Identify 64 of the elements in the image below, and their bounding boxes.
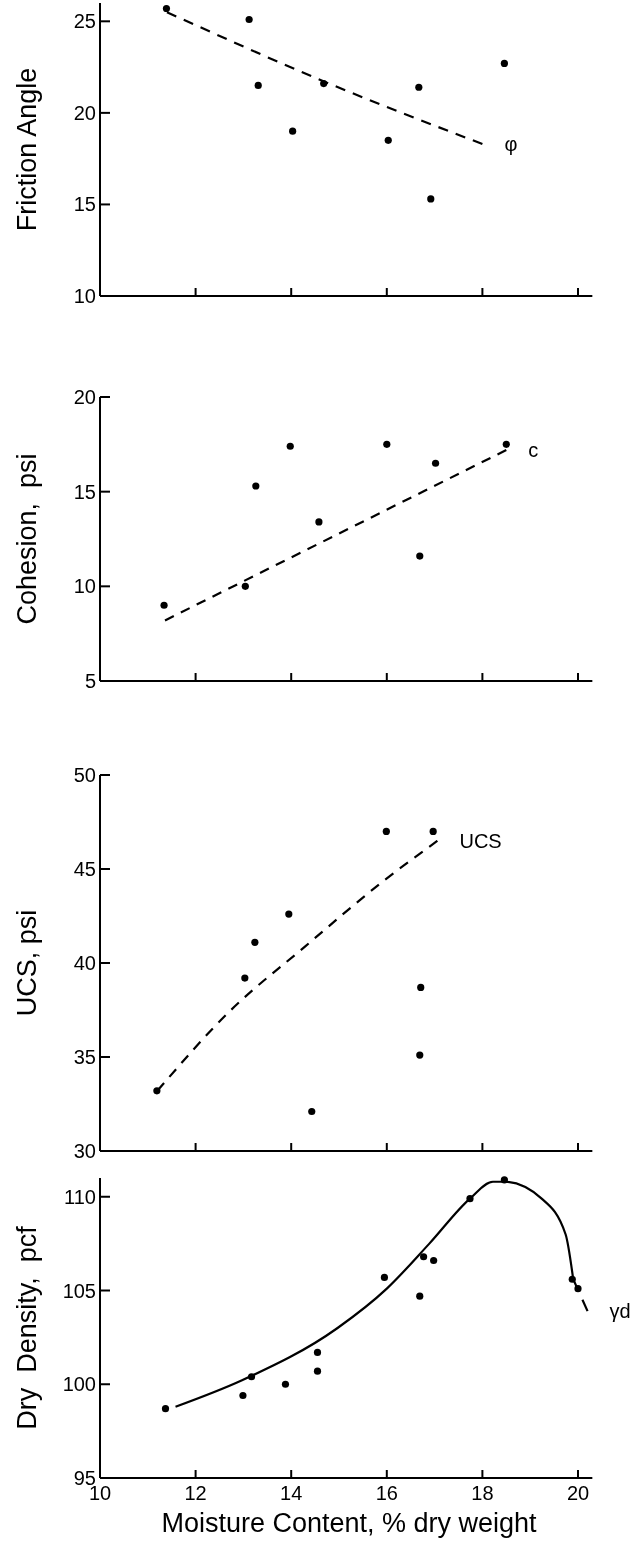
y-tick-label: 40 <box>73 952 96 974</box>
point <box>313 1348 322 1356</box>
y-tick-label: 20 <box>73 386 96 408</box>
point <box>252 482 260 490</box>
point <box>245 15 253 24</box>
series-label: φ <box>504 133 518 156</box>
point <box>416 1292 424 1300</box>
point <box>502 440 510 448</box>
point <box>315 518 323 526</box>
point <box>241 582 249 590</box>
y-axis-title: Friction Angle <box>12 67 42 232</box>
x-tick-label: 20 <box>566 1482 590 1504</box>
y-tick-label: 25 <box>73 10 96 33</box>
point <box>420 1253 428 1261</box>
point <box>313 1367 322 1375</box>
x-tick-label: 14 <box>280 1482 303 1504</box>
point <box>500 59 508 68</box>
y-axis-title: Cohesion, psi <box>12 453 42 625</box>
y-tick-label: 110 <box>64 1185 96 1208</box>
point <box>384 136 392 144</box>
y-tick-label: 100 <box>62 1373 96 1396</box>
y-tick-label: 15 <box>73 193 96 216</box>
point <box>160 601 168 609</box>
point <box>380 1273 389 1281</box>
y-tick-label: 35 <box>73 1046 96 1068</box>
point <box>427 195 435 203</box>
point <box>382 827 390 835</box>
series-label: c <box>528 439 539 462</box>
x-tick-label: 12 <box>184 1482 207 1504</box>
point <box>285 910 293 918</box>
point <box>416 552 424 560</box>
point <box>383 440 391 448</box>
point <box>416 1051 424 1059</box>
series-label: UCS <box>459 829 502 852</box>
point <box>281 1380 290 1388</box>
point <box>241 974 249 982</box>
x-axis-title: Moisture Content, % dry weight <box>161 1508 538 1538</box>
point <box>431 459 440 467</box>
point <box>308 1107 316 1116</box>
y-tick-label: 50 <box>73 764 96 786</box>
y-tick-label: 15 <box>73 480 96 503</box>
y-tick-label: 30 <box>73 1140 96 1162</box>
y-tick-label: 45 <box>73 858 96 880</box>
point <box>286 442 294 450</box>
point <box>429 827 437 835</box>
point <box>430 1256 438 1265</box>
point <box>289 127 297 135</box>
x-tick-label: 16 <box>375 1482 398 1504</box>
y-axis-title: Dry Density, pcf <box>12 1225 42 1430</box>
x-tick-label: 18 <box>471 1482 494 1504</box>
point <box>415 83 423 91</box>
point <box>417 983 425 992</box>
series-label: γd <box>609 1300 631 1323</box>
y-tick-label: 10 <box>73 575 96 598</box>
y-tick-label: 20 <box>73 101 96 124</box>
y-tick-label: 105 <box>62 1279 96 1302</box>
y-tick-label: 10 <box>73 285 96 307</box>
point <box>254 81 262 90</box>
y-tick-label: 5 <box>84 670 96 692</box>
y-axis-title: UCS, psi <box>12 909 42 1017</box>
point <box>239 1391 247 1400</box>
point <box>162 4 171 13</box>
point <box>161 1405 170 1413</box>
point <box>251 938 259 946</box>
